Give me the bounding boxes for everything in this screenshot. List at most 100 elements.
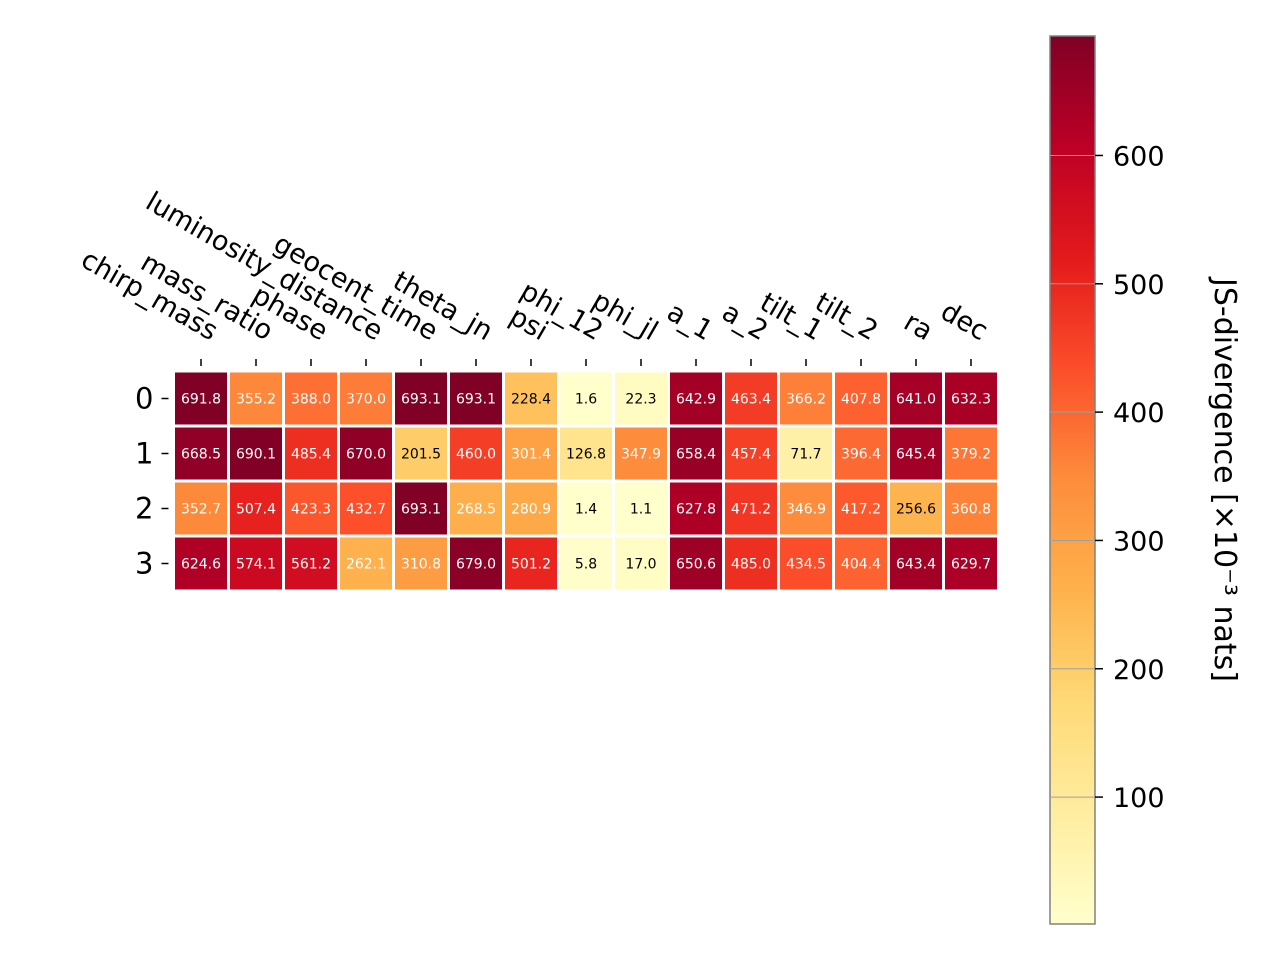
- cell-value-r3-c4: 310.8: [401, 557, 441, 573]
- heatmap-cell-r1-c10: [725, 427, 777, 480]
- heatmap-cell-r0-c5: [450, 372, 502, 425]
- cell-value-r2-c9: 627.8: [676, 502, 716, 518]
- colorbar-tick-label-200: 200: [1113, 655, 1165, 686]
- heatmap-cell-r1-c1: [230, 427, 282, 480]
- heatmap-cell-r1-c6: [505, 427, 557, 480]
- cell-value-r3-c13: 643.4: [896, 557, 936, 573]
- heatmap-cell-r1-c7: [560, 427, 612, 480]
- cell-value-r0-c5: 693.1: [456, 392, 496, 408]
- heatmap-cell-r0-c14: [945, 372, 997, 425]
- heatmap-cell-r1-c3: [340, 427, 392, 480]
- cell-value-r1-c6: 301.4: [511, 447, 551, 463]
- column-label-tilt-2: tilt_2: [810, 287, 883, 347]
- cell-value-r0-c10: 463.4: [731, 392, 771, 408]
- column-label-ra: ra: [899, 306, 938, 347]
- cell-value-r2-c10: 471.2: [731, 502, 771, 518]
- colorbar-ticks: 100 200 300 400 500 600: [1050, 141, 1165, 814]
- heatmap-grid: 691.8 355.2 388.0 370.0 693.1 693.1 228.4 1.6 22…: [175, 372, 997, 590]
- cell-value-r3-c9: 650.6: [676, 557, 716, 573]
- cell-value-r2-c3: 432.7: [346, 502, 386, 518]
- colorbar-gradient: [1049, 35, 1096, 925]
- cell-value-r3-c0: 624.6: [181, 557, 221, 573]
- cell-value-r3-c1: 574.1: [236, 557, 276, 573]
- heatmap-cell-r1-c11: [780, 427, 832, 480]
- cell-value-r1-c1: 690.1: [236, 447, 276, 463]
- heatmap-cell-r0-c0: [175, 372, 227, 425]
- cell-value-r0-c4: 693.1: [401, 392, 441, 408]
- heatmap-cell-r3-c10: [725, 537, 777, 590]
- colorbar-tick-label-100: 100: [1113, 783, 1165, 814]
- heatmap-cell-r3-c0: [175, 537, 227, 590]
- heatmap-cell-r3-c4: [395, 537, 447, 590]
- cell-value-r0-c12: 407.8: [841, 392, 881, 408]
- cell-value-r2-c0: 352.7: [181, 502, 221, 518]
- heatmap-cell-r3-c9: [670, 537, 722, 590]
- cell-value-r1-c10: 457.4: [731, 447, 771, 463]
- heatmap-cell-r2-c6: [505, 482, 557, 535]
- heatmap-cell-r2-c5: [450, 482, 502, 535]
- cell-value-r2-c5: 268.5: [456, 502, 496, 518]
- colorbar: 100 200 300 400 500 600 JS-divergence [×10⁻³ …: [1049, 35, 1242, 925]
- cell-value-r2-c7: 1.4: [575, 502, 597, 518]
- heatmap-cell-r1-c13: [890, 427, 942, 480]
- heatmap-cell-r3-c13: [890, 537, 942, 590]
- colorbar-tick-label-400: 400: [1113, 398, 1165, 429]
- heatmap-cell-r0-c10: [725, 372, 777, 425]
- heatmap-cell-r0-c11: [780, 372, 832, 425]
- cell-value-r0-c6: 228.4: [511, 392, 551, 408]
- cell-value-r0-c13: 641.0: [896, 392, 936, 408]
- heatmap-cell-r2-c10: [725, 482, 777, 535]
- cell-value-r1-c9: 658.4: [676, 447, 716, 463]
- heatmap-cell-r0-c6: [505, 372, 557, 425]
- heatmap-cell-r2-c0: [175, 482, 227, 535]
- heatmap-cell-r2-c3: [340, 482, 392, 535]
- cell-value-r3-c6: 501.2: [511, 557, 551, 573]
- heatmap-cell-r0-c1: [230, 372, 282, 425]
- heatmap-cell-r1-c4: [395, 427, 447, 480]
- cell-value-r2-c13: 256.6: [896, 502, 936, 518]
- row-label-0: 0: [135, 382, 153, 416]
- row-label-1: 1: [135, 437, 153, 471]
- row-axis: 0 1 2 3: [135, 382, 169, 581]
- heatmap-cell-r3-c2: [285, 537, 337, 590]
- colorbar-label: JS-divergence [×10⁻³ nats]: [1207, 276, 1242, 682]
- cell-value-r1-c8: 347.9: [621, 447, 661, 463]
- cell-value-r3-c3: 262.1: [346, 557, 386, 573]
- cell-value-r1-c11: 71.7: [790, 447, 821, 463]
- heatmap-cell-r0-c4: [395, 372, 447, 425]
- cell-value-r1-c14: 379.2: [951, 447, 991, 463]
- heatmap-cell-r2-c12: [835, 482, 887, 535]
- heatmap-cell-r1-c12: [835, 427, 887, 480]
- heatmap-cell-r2-c8: [615, 482, 667, 535]
- heatmap-cell-r0-c2: [285, 372, 337, 425]
- cell-value-r3-c8: 17.0: [625, 557, 656, 573]
- heatmap-cell-r3-c12: [835, 537, 887, 590]
- column-label-phi-jl: phi_jl: [587, 285, 663, 347]
- heatmap-cell-r1-c9: [670, 427, 722, 480]
- cell-value-r3-c14: 629.7: [951, 557, 991, 573]
- cell-value-r1-c0: 668.5: [181, 447, 221, 463]
- cell-value-r1-c13: 645.4: [896, 447, 936, 463]
- cell-value-r1-c5: 460.0: [456, 447, 496, 463]
- heatmap-cell-r3-c7: [560, 537, 612, 590]
- cell-value-r1-c7: 126.8: [566, 447, 606, 463]
- heatmap-cell-r0-c13: [890, 372, 942, 425]
- cell-value-r1-c2: 485.4: [291, 447, 331, 463]
- cell-value-r2-c14: 360.8: [951, 502, 991, 518]
- heatmap-cell-r2-c4: [395, 482, 447, 535]
- cell-value-r0-c11: 366.2: [786, 392, 826, 408]
- colorbar-tick-label-300: 300: [1113, 526, 1165, 557]
- heatmap-cell-r0-c7: [560, 372, 612, 425]
- heatmap-cell-r0-c3: [340, 372, 392, 425]
- cell-value-r2-c4: 693.1: [401, 502, 441, 518]
- cell-value-r0-c0: 691.8: [181, 392, 221, 408]
- cell-value-r2-c11: 346.9: [786, 502, 826, 518]
- cell-value-r3-c12: 404.4: [841, 557, 881, 573]
- heatmap-cell-r0-c12: [835, 372, 887, 425]
- cell-value-r3-c10: 485.0: [731, 557, 771, 573]
- heatmap-cell-r2-c1: [230, 482, 282, 535]
- heatmap-cell-r2-c9: [670, 482, 722, 535]
- cell-value-r3-c5: 679.0: [456, 557, 496, 573]
- cell-value-r3-c2: 561.2: [291, 557, 331, 573]
